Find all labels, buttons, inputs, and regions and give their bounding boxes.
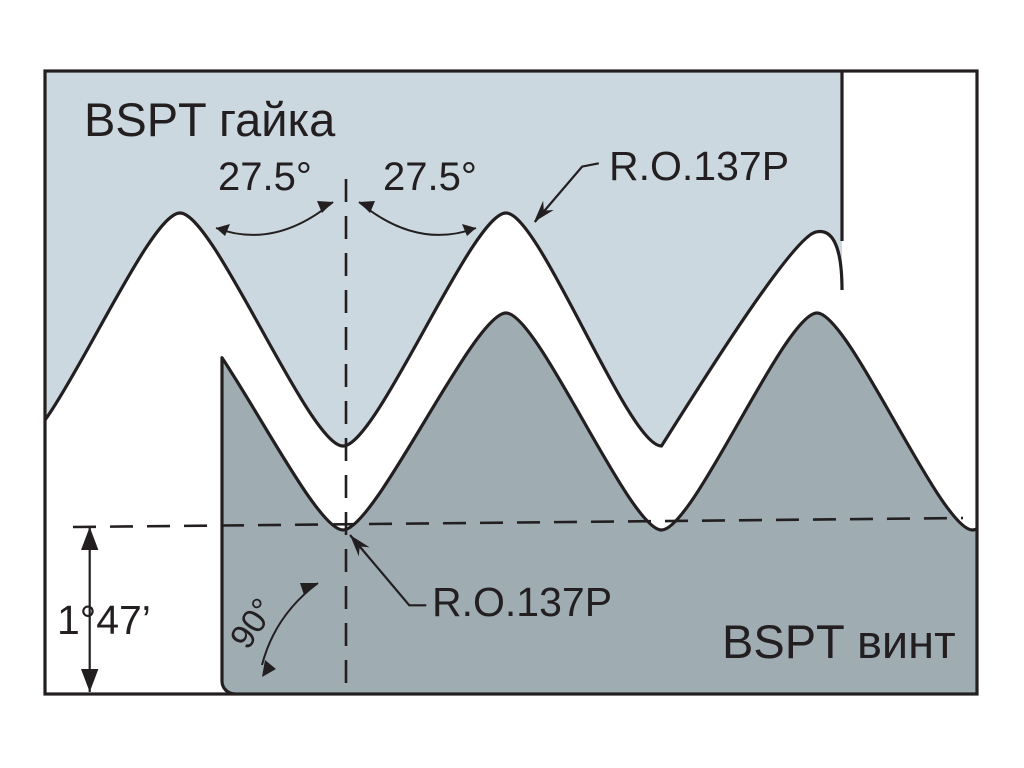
- svg-text:1°47’: 1°47’: [57, 597, 151, 643]
- svg-text:R.O.137P: R.O.137P: [609, 143, 789, 189]
- svg-text:BSPT гайка: BSPT гайка: [84, 93, 336, 146]
- svg-text:27.5°: 27.5°: [383, 155, 477, 199]
- svg-text:R.O.137P: R.O.137P: [432, 579, 612, 625]
- svg-text:27.5°: 27.5°: [218, 155, 312, 199]
- svg-text:BSPT винт: BSPT винт: [722, 615, 956, 668]
